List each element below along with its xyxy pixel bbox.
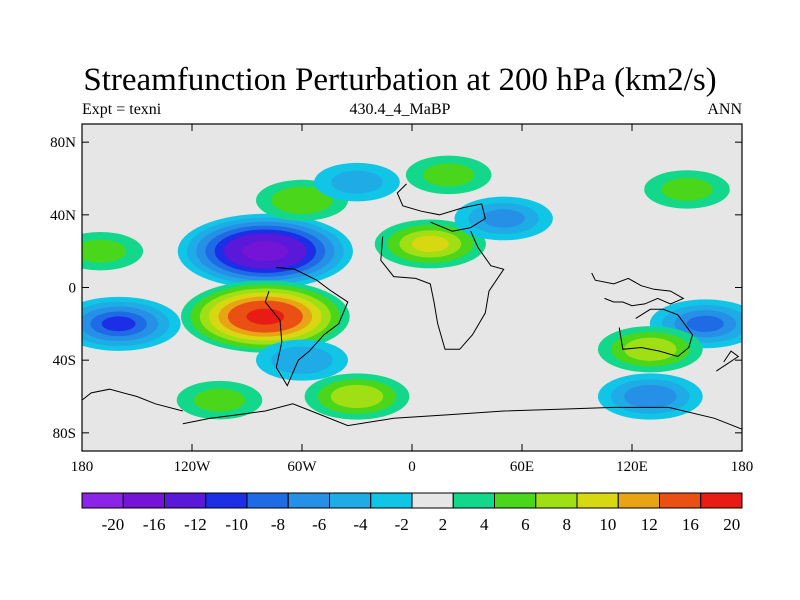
colorbar-swatch bbox=[287, 492, 330, 509]
colorbar: -20 -16 -12 -10 -8 -6 -4 -2 2 4 6 8 10 12 16 20 bbox=[81, 492, 743, 534]
contour-center-1 bbox=[180, 280, 350, 353]
colorbar-label: -4 bbox=[353, 515, 368, 534]
coastline bbox=[618, 308, 694, 358]
contour-band bbox=[242, 241, 289, 261]
contour-center-12 bbox=[597, 373, 703, 420]
contour-band bbox=[330, 384, 384, 409]
colorbar-label: 10 bbox=[599, 515, 616, 534]
colorbar-swatch bbox=[576, 492, 619, 509]
coastline bbox=[591, 272, 685, 307]
contour-band bbox=[624, 384, 677, 409]
colorbar-label: -8 bbox=[271, 515, 285, 534]
x-tick-label: 60E bbox=[510, 459, 534, 475]
colorbar-swatch bbox=[370, 492, 413, 509]
colorbar-label: 12 bbox=[641, 515, 658, 534]
colorbar-label: -2 bbox=[395, 515, 409, 534]
colorbar-swatch bbox=[700, 492, 743, 509]
y-tick-label: 40N bbox=[50, 208, 76, 224]
colorbar-label: -12 bbox=[184, 515, 207, 534]
y-tick-label: 0 bbox=[69, 281, 77, 297]
colorbar-label: -6 bbox=[312, 515, 326, 534]
contour-center-0 bbox=[177, 213, 353, 289]
coastline bbox=[396, 183, 486, 232]
contour-band bbox=[271, 186, 333, 214]
colorbar-swatch bbox=[81, 492, 124, 509]
colorbar-swatch bbox=[164, 492, 207, 509]
x-tick-label: 120W bbox=[174, 459, 212, 475]
contour-band bbox=[331, 170, 383, 194]
colorbar-label: 2 bbox=[439, 515, 448, 534]
contour-center-5 bbox=[314, 162, 400, 202]
x-tick-label: 180 bbox=[71, 459, 94, 475]
contour-center-8 bbox=[82, 231, 144, 271]
colorbar-label: 4 bbox=[480, 515, 489, 534]
chart-title: Streamfunction Perturbation at 200 hPa (… bbox=[83, 62, 717, 98]
contour-center-15 bbox=[256, 339, 348, 381]
colorbar-swatch bbox=[617, 492, 660, 509]
colorbar-swatch bbox=[205, 492, 248, 509]
colorbar-label: -10 bbox=[225, 515, 248, 534]
coastlines bbox=[82, 183, 742, 430]
contour-center-4 bbox=[405, 155, 492, 195]
colorbar-label: 8 bbox=[562, 515, 571, 534]
x-tick-label: 0 bbox=[408, 459, 416, 475]
coastline bbox=[82, 388, 183, 412]
contour-band bbox=[246, 308, 285, 325]
y-tick-label: 80S bbox=[53, 426, 76, 442]
x-tick-label: 120E bbox=[616, 459, 648, 475]
contour-band bbox=[482, 209, 525, 228]
colorbar-swatch bbox=[659, 492, 702, 509]
x-tick-label: 180 bbox=[731, 459, 754, 475]
colorbar-swatch bbox=[494, 492, 537, 509]
contour-center-9 bbox=[82, 296, 181, 351]
colorbar-label: -16 bbox=[143, 515, 166, 534]
contour-center-6 bbox=[454, 196, 553, 241]
colorbar-swatch bbox=[452, 492, 495, 509]
contour-band bbox=[411, 235, 449, 252]
contour-fills bbox=[82, 155, 742, 420]
contour-band bbox=[193, 388, 246, 412]
contour-band bbox=[422, 163, 475, 187]
contour-center-13 bbox=[304, 373, 410, 420]
colorbar-label: 16 bbox=[682, 515, 699, 534]
colorbar-swatch bbox=[122, 492, 165, 509]
colorbar-label: -20 bbox=[102, 515, 125, 534]
contour-band bbox=[686, 315, 724, 332]
contour-center-7 bbox=[644, 170, 730, 209]
contour-band bbox=[271, 346, 333, 374]
case-label: 430.4_4_MaBP bbox=[349, 101, 451, 118]
colorbar-swatch bbox=[246, 492, 289, 509]
contour-band bbox=[101, 316, 136, 332]
coastline bbox=[182, 403, 742, 430]
colorbar-label: 20 bbox=[723, 515, 740, 534]
season-label: ANN bbox=[707, 101, 742, 118]
colorbar-swatch bbox=[535, 492, 578, 509]
contour-band bbox=[661, 177, 713, 201]
x-tick-label: 60W bbox=[287, 459, 317, 475]
y-tick-label: 40S bbox=[53, 353, 76, 369]
colorbar-swatch bbox=[329, 492, 372, 509]
contour-center-14 bbox=[176, 380, 263, 420]
colorbar-label: 6 bbox=[521, 515, 530, 534]
coastline bbox=[264, 267, 349, 387]
y-tick-label: 80N bbox=[50, 135, 76, 151]
experiment-label: Expt = texni bbox=[82, 101, 162, 118]
coastline bbox=[716, 350, 740, 372]
coastline bbox=[380, 230, 505, 350]
contour-band bbox=[82, 239, 127, 263]
colorbar-swatch bbox=[411, 492, 454, 509]
contour-center-2 bbox=[374, 219, 486, 269]
